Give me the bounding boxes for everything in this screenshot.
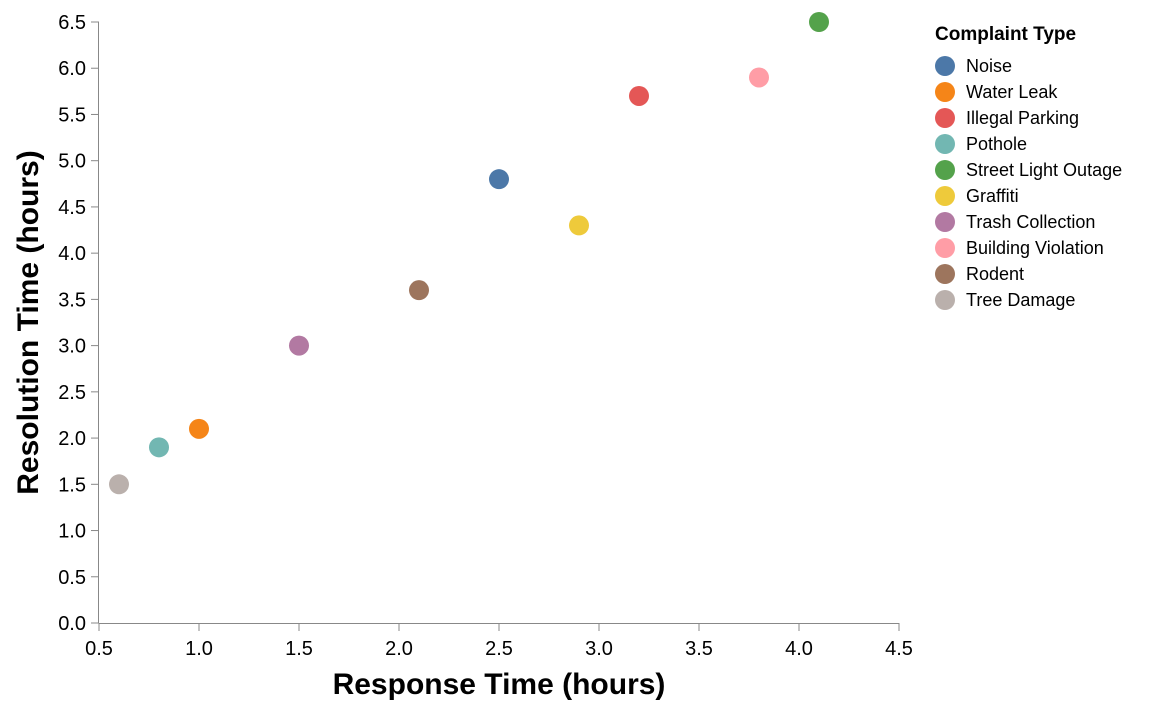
y-tick-label: 4.0 [58,243,86,265]
x-tick-label: 1.5 [285,638,313,660]
y-tick-label: 6.5 [58,12,86,34]
data-point-pothole [149,437,169,458]
y-tick-label: 4.5 [58,197,86,219]
data-point-graffiti [569,215,589,236]
y-tick-label: 0.5 [58,567,86,589]
legend: Complaint Type Noise Water Leak Illegal Pa… [935,24,1122,310]
legend-label: Noise [966,56,1012,76]
x-tick-label: 3.0 [585,638,613,660]
y-tick-label: 5.0 [58,151,86,173]
data-point-noise [489,169,509,190]
legend-label: Illegal Parking [966,108,1079,128]
y-tick-label: 3.0 [58,336,86,358]
legend-swatch [935,212,955,232]
legend-label: Tree Damage [966,290,1075,310]
legend-swatch [935,264,955,284]
data-point-illegal-parking [629,85,649,106]
legend-label: Street Light Outage [966,160,1122,180]
x-tick-label: 4.0 [785,638,813,660]
data-point-building-violation [749,67,769,88]
legend-label: Building Violation [966,238,1104,258]
y-tick-label: 3.5 [58,289,86,311]
legend-label: Graffiti [966,186,1019,206]
x-axis-ticks: 0.5 1.0 1.5 2.0 2.5 3.0 3.5 4.0 4.5 [85,623,913,660]
legend-swatch [935,134,955,154]
data-point-street-light-outage [809,12,829,32]
y-tick-label: 2.5 [58,382,86,404]
y-tick-label: 1.0 [58,521,86,543]
legend-items: Noise Water Leak Illegal Parking Pothole Str… [935,56,1122,310]
y-tick-label: 0.0 [58,613,86,635]
y-axis-title: Resolution Time (hours) [12,150,45,494]
data-point-rodent [409,280,429,301]
x-tick-label: 2.0 [385,638,413,660]
legend-swatch [935,160,955,180]
y-tick-label: 1.5 [58,474,86,496]
x-tick-label: 3.5 [685,638,713,660]
data-point-water-leak [189,418,209,439]
y-axis-ticks: 0.0 0.5 1.0 1.5 2.0 2.5 3.0 3.5 4.0 4.5 5.0 5.5 6.0 6… [58,12,99,635]
legend-swatch [935,56,955,76]
legend-swatch [935,186,955,206]
x-axis-title: Response Time (hours) [333,668,666,701]
legend-label: Rodent [966,264,1024,284]
legend-label: Pothole [966,134,1027,154]
legend-label: Trash Collection [966,212,1095,232]
x-tick-label: 1.0 [185,638,213,660]
y-tick-label: 6.0 [58,58,86,80]
data-points [109,12,829,495]
legend-label: Water Leak [966,82,1058,102]
y-tick-label: 5.5 [58,104,86,126]
legend-swatch [935,82,955,102]
data-point-trash-collection [289,335,309,356]
x-tick-label: 4.5 [885,638,913,660]
data-point-tree-damage [109,474,129,495]
x-tick-label: 2.5 [485,638,513,660]
y-tick-label: 2.0 [58,428,86,450]
legend-title: Complaint Type [935,24,1076,45]
legend-swatch [935,290,955,310]
x-tick-label: 0.5 [85,638,113,660]
legend-swatch [935,108,955,128]
legend-swatch [935,238,955,258]
